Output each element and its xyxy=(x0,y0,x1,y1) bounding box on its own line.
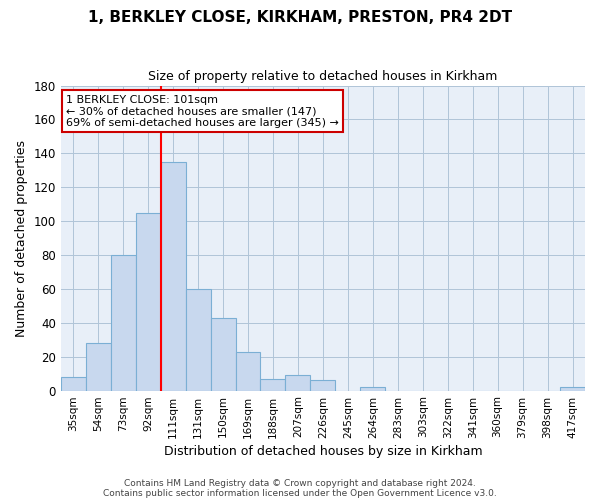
Bar xyxy=(185,289,211,390)
Text: Contains public sector information licensed under the Open Government Licence v3: Contains public sector information licen… xyxy=(103,488,497,498)
Bar xyxy=(236,352,260,391)
X-axis label: Distribution of detached houses by size in Kirkham: Distribution of detached houses by size … xyxy=(164,444,482,458)
Bar xyxy=(361,387,385,390)
Bar xyxy=(161,162,185,390)
Bar xyxy=(260,378,286,390)
Text: Contains HM Land Registry data © Crown copyright and database right 2024.: Contains HM Land Registry data © Crown c… xyxy=(124,478,476,488)
Bar xyxy=(136,212,161,390)
Text: 1 BERKLEY CLOSE: 101sqm
← 30% of detached houses are smaller (147)
69% of semi-d: 1 BERKLEY CLOSE: 101sqm ← 30% of detache… xyxy=(66,94,339,128)
Bar xyxy=(111,255,136,390)
Bar xyxy=(560,387,585,390)
Bar xyxy=(61,377,86,390)
Bar xyxy=(86,343,111,390)
Title: Size of property relative to detached houses in Kirkham: Size of property relative to detached ho… xyxy=(148,70,497,83)
Text: 1, BERKLEY CLOSE, KIRKHAM, PRESTON, PR4 2DT: 1, BERKLEY CLOSE, KIRKHAM, PRESTON, PR4 … xyxy=(88,10,512,25)
Bar xyxy=(286,376,310,390)
Bar xyxy=(211,318,236,390)
Bar xyxy=(310,380,335,390)
Y-axis label: Number of detached properties: Number of detached properties xyxy=(15,140,28,336)
